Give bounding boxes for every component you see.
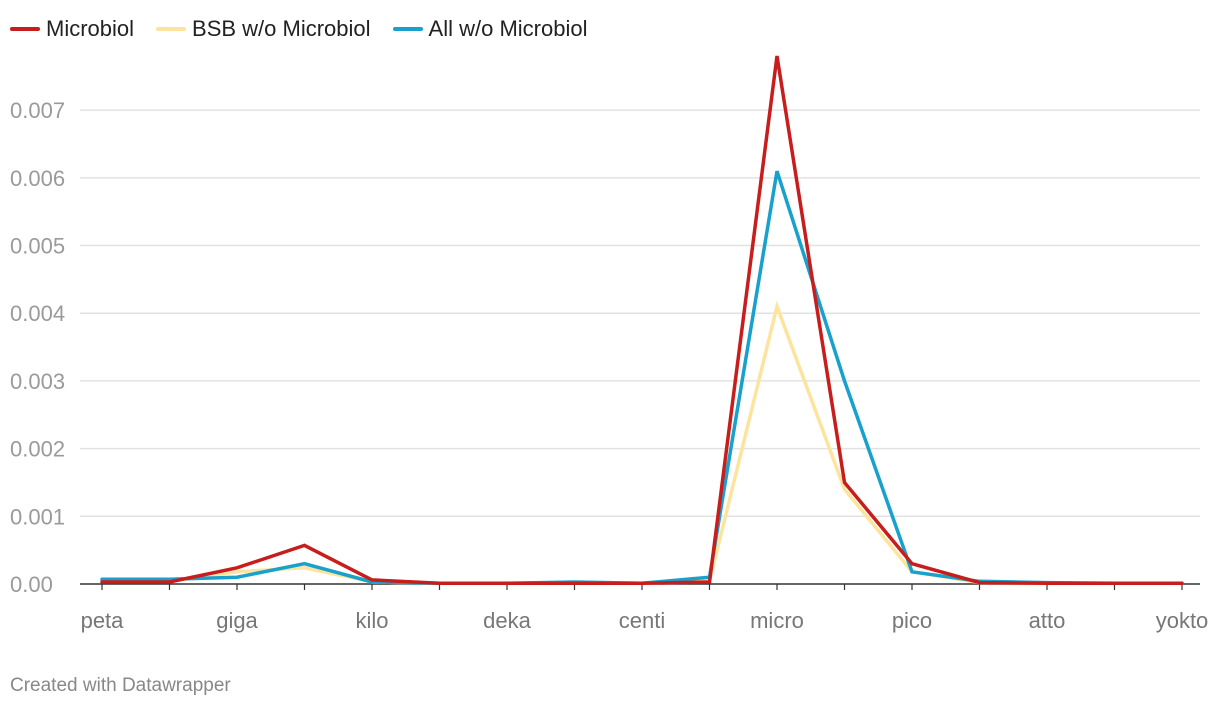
x-tick-label: atto (1029, 608, 1066, 633)
series-line-bsb-w-o-microbiol (100, 300, 1184, 586)
legend-swatch-microbiol (10, 27, 40, 31)
y-tick-label: 0.001 (10, 504, 65, 529)
x-tick-label: deka (483, 608, 531, 633)
footer-credit: Created with Datawrapper (10, 675, 231, 696)
legend-swatch-all (392, 27, 423, 31)
y-tick-label: 0.006 (10, 166, 65, 191)
x-tick-label: micro (750, 608, 804, 633)
legend-label-bsb: BSB w/o Microbiol (192, 16, 371, 41)
y-tick-label: 0.00 (10, 572, 53, 597)
y-tick-label: 0.005 (10, 234, 65, 259)
x-tick-label: yokto (1156, 608, 1209, 633)
x-tick-label: kilo (355, 608, 388, 633)
legend-label-all: All w/o Microbiol (428, 16, 588, 41)
x-tick-label: giga (216, 608, 258, 633)
y-tick-label: 0.003 (10, 369, 65, 394)
legend: Microbiol BSB w/o Microbiol All w/o Micr… (10, 16, 609, 42)
y-tick-label: 0.004 (10, 301, 65, 326)
legend-item-all: All w/o Microbiol (392, 16, 588, 42)
x-tick-label: centi (619, 608, 665, 633)
x-tick-label: peta (81, 608, 125, 633)
y-tick-label: 0.002 (10, 437, 65, 462)
legend-item-microbiol: Microbiol (10, 16, 134, 42)
series-line-microbiol (100, 55, 1184, 586)
legend-label-microbiol: Microbiol (46, 16, 135, 41)
series-line-all-w-o-microbiol (100, 170, 1184, 586)
y-tick-label: 0.007 (10, 98, 65, 123)
x-tick-label: pico (892, 608, 932, 633)
legend-item-bsb: BSB w/o Microbiol (156, 16, 371, 42)
legend-swatch-bsb (156, 27, 187, 31)
